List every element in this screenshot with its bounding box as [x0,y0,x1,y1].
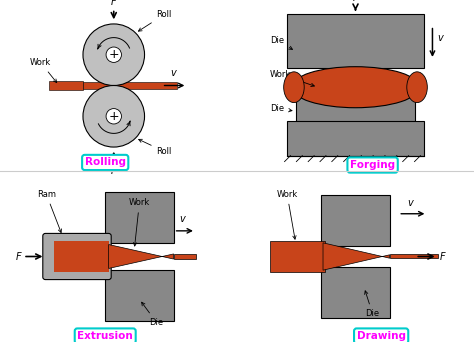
Text: Work: Work [30,58,57,83]
Text: v: v [438,32,443,43]
Circle shape [83,24,145,86]
FancyBboxPatch shape [83,82,177,89]
Text: +: + [109,110,119,123]
Ellipse shape [283,72,304,103]
Text: Work: Work [276,190,298,239]
Text: F: F [353,0,358,3]
FancyBboxPatch shape [296,92,415,123]
FancyBboxPatch shape [49,81,83,90]
Text: F: F [16,251,21,262]
Text: Die: Die [270,104,292,113]
Polygon shape [323,243,390,270]
Text: Die: Die [270,36,292,49]
Text: Die: Die [365,291,380,318]
Text: Drawing: Drawing [356,331,406,341]
Text: v: v [171,68,176,78]
FancyBboxPatch shape [105,270,173,321]
Text: Work: Work [129,198,150,246]
Text: Roll: Roll [138,10,172,31]
Text: F: F [111,0,117,7]
FancyBboxPatch shape [390,254,438,258]
Ellipse shape [292,67,419,108]
FancyBboxPatch shape [321,195,390,246]
Text: Forging: Forging [350,160,395,170]
Text: Die: Die [142,302,164,327]
Text: Roll: Roll [139,139,172,156]
FancyBboxPatch shape [54,241,109,272]
Ellipse shape [407,72,428,103]
FancyBboxPatch shape [321,267,390,318]
FancyBboxPatch shape [270,241,325,272]
Text: v: v [407,198,413,208]
Text: Extrusion: Extrusion [77,331,133,341]
Text: F: F [440,251,446,262]
Text: +: + [109,48,119,61]
Circle shape [106,109,121,124]
Text: Ram: Ram [37,190,62,233]
Text: F: F [111,166,117,176]
Circle shape [106,47,121,63]
FancyBboxPatch shape [105,192,173,243]
Circle shape [83,86,145,147]
FancyBboxPatch shape [43,233,111,280]
Polygon shape [109,245,173,268]
FancyBboxPatch shape [173,254,196,259]
Text: Work: Work [270,70,314,87]
FancyBboxPatch shape [287,121,424,156]
FancyBboxPatch shape [287,14,424,68]
Text: Rolling: Rolling [85,157,126,168]
Text: v: v [179,214,185,224]
